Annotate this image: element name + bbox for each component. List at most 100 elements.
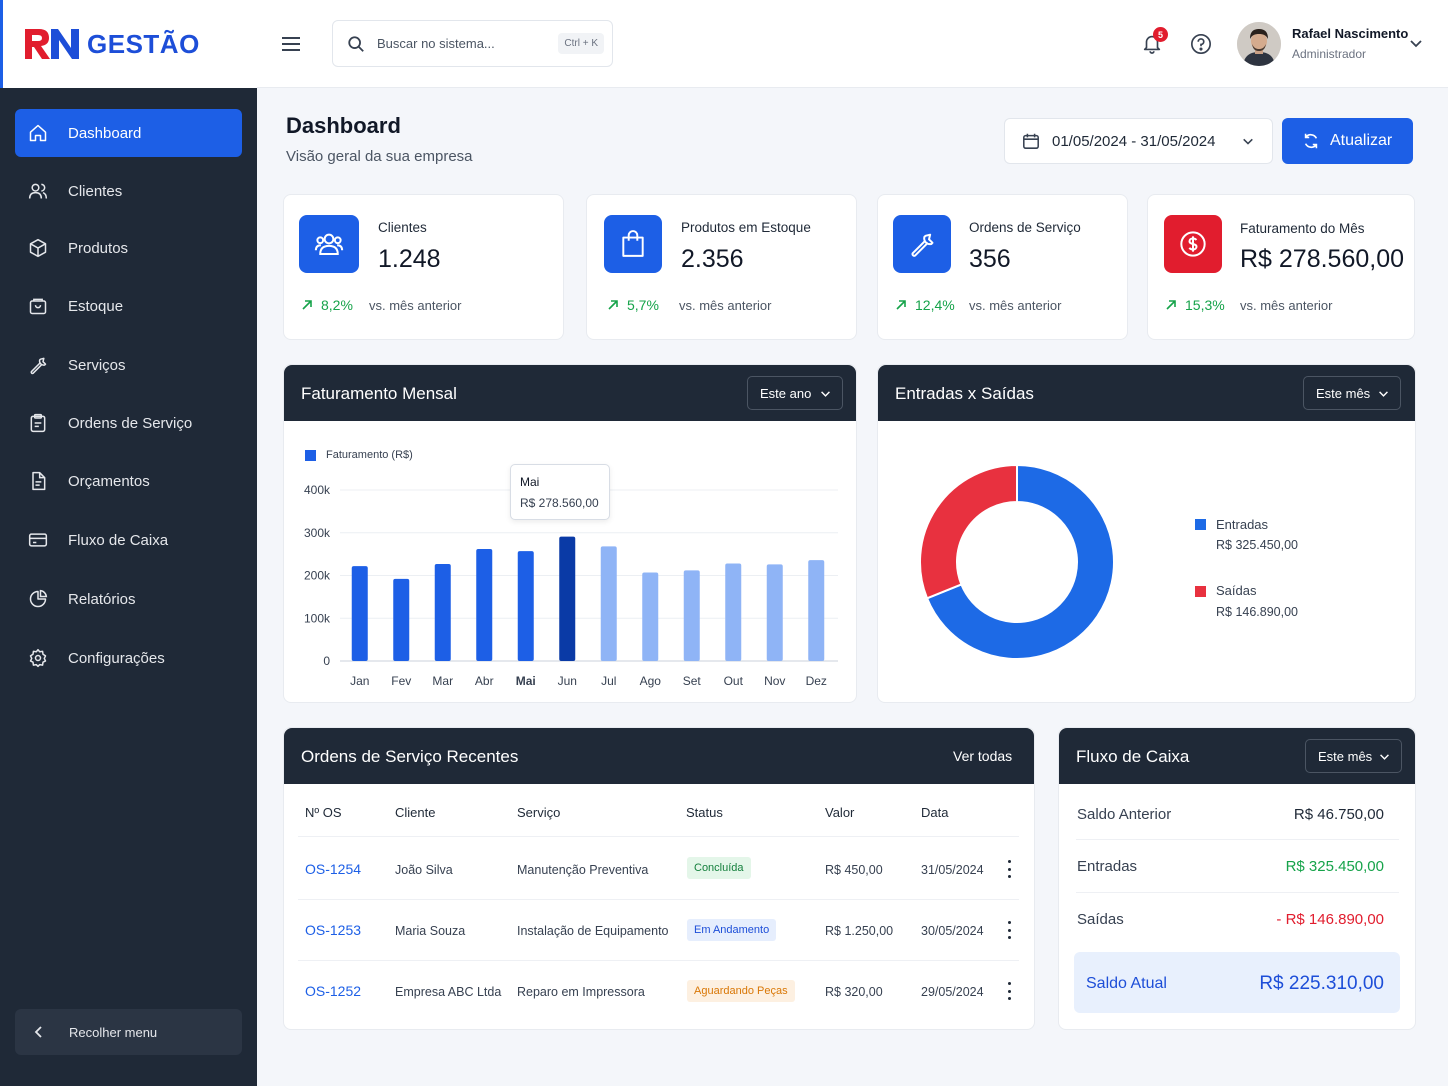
stat-value: 356: [969, 245, 1011, 273]
chart-legend-label: Faturamento (R$): [326, 449, 413, 461]
hamburger-menu-icon[interactable]: [281, 34, 301, 54]
sidebar-item-fluxo[interactable]: Fluxo de Caixa: [15, 516, 242, 564]
search-input[interactable]: [377, 36, 547, 51]
trend-up-icon: [302, 300, 312, 310]
trend-up-icon: [608, 300, 618, 310]
stat-trend-value: 15,3%: [1185, 297, 1225, 313]
box-icon: [29, 238, 47, 258]
row-client: Empresa ABC Ltda: [395, 985, 502, 999]
revenue-period-label: Este ano: [760, 385, 812, 401]
chevron-down-icon: [1243, 138, 1253, 145]
cash-icon: [28, 533, 48, 547]
wrench-icon: [893, 215, 951, 273]
flow-donut-chart: [919, 463, 1115, 660]
cashflow-period-select[interactable]: Este mês: [1305, 739, 1402, 773]
sidebar-item-label: Configurações: [68, 649, 165, 667]
update-button[interactable]: Atualizar: [1282, 118, 1413, 164]
search-shortcut: Ctrl + K: [558, 33, 604, 54]
sidebar-item-dashboard[interactable]: Dashboard: [15, 109, 242, 157]
more-options-icon[interactable]: [1006, 921, 1012, 939]
collapse-menu-label: Recolher menu: [69, 1024, 158, 1040]
stat-trend: 12,4%: [895, 297, 955, 313]
flow-period-select[interactable]: Este mês: [1303, 376, 1401, 410]
row-value: R$ 320,00: [825, 985, 883, 999]
date-range-value: 01/05/2024 - 31/05/2024: [1052, 132, 1216, 150]
stat-trend: 5,7%: [607, 297, 659, 313]
row-service: Manutenção Preventiva: [517, 863, 649, 877]
sidebar-item-estoque[interactable]: Estoque: [15, 282, 242, 330]
brand-name: GESTÃO: [87, 28, 200, 59]
flow-panel-header: Entradas x Saídas Este mês: [878, 365, 1415, 421]
shopping-bag-icon: [604, 215, 662, 273]
avatar[interactable]: [1237, 22, 1281, 66]
chart-tooltip: Mai R$ 278.560,00: [510, 464, 610, 520]
legend-saidas-label: Saídas: [1216, 583, 1257, 598]
orders-panel-header: Ordens de Serviço Recentes Ver todas: [284, 728, 1034, 784]
tooltip-month: Mai: [520, 475, 540, 489]
row-divider: [298, 836, 1019, 837]
sidebar-item-clientes[interactable]: Clientes: [15, 167, 242, 215]
wrench-icon: [30, 357, 47, 375]
orders-panel-title: Ordens de Serviço Recentes: [301, 747, 519, 766]
sidebar-item-label: Clientes: [68, 182, 123, 200]
users-icon: [28, 183, 48, 199]
see-all-link[interactable]: Ver todas: [953, 748, 1013, 764]
chevron-down-icon: [821, 391, 830, 397]
revenue-period-select[interactable]: Este ano: [747, 376, 843, 410]
balance-value: R$ 225.310,00: [1259, 973, 1384, 994]
sidebar-item-relatorios[interactable]: Relatórios: [15, 575, 242, 623]
calendar-icon: [1023, 133, 1039, 149]
chevron-down-icon[interactable]: [1409, 36, 1423, 50]
more-options-icon[interactable]: [1006, 982, 1012, 1000]
rn-logo-icon: [25, 29, 79, 59]
search-icon: [348, 35, 364, 52]
topbar: Ctrl + K 5 Rafael Nascimento Administrad…: [257, 0, 1448, 88]
stat-card-faturamento: Faturamento do Mês R$ 278.560,00 15,3% v…: [1147, 194, 1415, 340]
page-title: Dashboard: [286, 113, 401, 138]
row-divider: [1076, 839, 1399, 840]
stat-value: R$ 278.560,00: [1240, 245, 1405, 273]
chevron-down-icon: [1380, 754, 1389, 760]
stat-card-ordens: Ordens de Serviço 356 12,4% vs. mês ante…: [877, 194, 1128, 340]
brand-logo[interactable]: GESTÃO: [0, 0, 257, 88]
sidebar-item-label: Dashboard: [68, 124, 142, 142]
chevron-down-icon: [1379, 391, 1388, 397]
row-divider: [298, 899, 1019, 900]
cashflow-panel-header: Fluxo de Caixa Este mês: [1059, 728, 1415, 784]
sidebar-item-ordens[interactable]: Ordens de Serviço: [15, 399, 242, 447]
legend-entradas-value: R$ 325.450,00: [1216, 538, 1299, 552]
stat-trend-value: 8,2%: [321, 297, 353, 313]
os-link[interactable]: OS-1254: [305, 861, 362, 877]
stat-trend-value: 5,7%: [627, 297, 659, 313]
sidebar: Dashboard Clientes Produtos Estoque Serv…: [0, 88, 257, 1086]
help-icon[interactable]: [1190, 33, 1212, 55]
page-subtitle: Visão geral da sua empresa: [286, 148, 473, 165]
tooltip-value: R$ 278.560,00: [520, 496, 599, 510]
sidebar-item-produtos[interactable]: Produtos: [15, 224, 242, 272]
notification-badge: 5: [1153, 27, 1168, 42]
stat-trend: 8,2%: [301, 297, 353, 313]
row-service: Instalação de Equipamento: [517, 924, 669, 938]
cf-label-entradas: Entradas: [1077, 858, 1138, 875]
sidebar-item-servicos[interactable]: Serviços: [15, 341, 242, 389]
stat-label: Ordens de Serviço: [969, 220, 1081, 235]
donut-slice-saídas: [919, 463, 1018, 600]
collapse-menu-button[interactable]: Recolher menu: [15, 1009, 242, 1055]
more-options-icon[interactable]: [1006, 860, 1012, 878]
cf-value-entradas: R$ 325.450,00: [1285, 858, 1384, 875]
row-date: 29/05/2024: [921, 985, 984, 999]
revenue-panel: Faturamento Mensal Este ano: [283, 364, 857, 703]
status-badge: Concluída: [687, 857, 751, 879]
update-button-label: Atualizar: [1330, 132, 1393, 149]
os-link[interactable]: OS-1252: [305, 983, 362, 999]
sidebar-item-configuracoes[interactable]: Configurações: [15, 634, 242, 682]
sidebar-item-orcamentos[interactable]: Orçamentos: [15, 457, 242, 505]
os-link[interactable]: OS-1253: [305, 922, 362, 938]
sidebar-item-label: Serviços: [68, 356, 126, 374]
date-range-picker[interactable]: 01/05/2024 - 31/05/2024: [1004, 118, 1273, 164]
revenue-panel-title: Faturamento Mensal: [301, 384, 457, 403]
user-photo-icon: [1237, 22, 1281, 66]
search-box[interactable]: Ctrl + K: [332, 20, 613, 67]
stat-label: Faturamento do Mês: [1240, 221, 1365, 236]
user-name: Rafael Nascimento: [1292, 26, 1409, 41]
